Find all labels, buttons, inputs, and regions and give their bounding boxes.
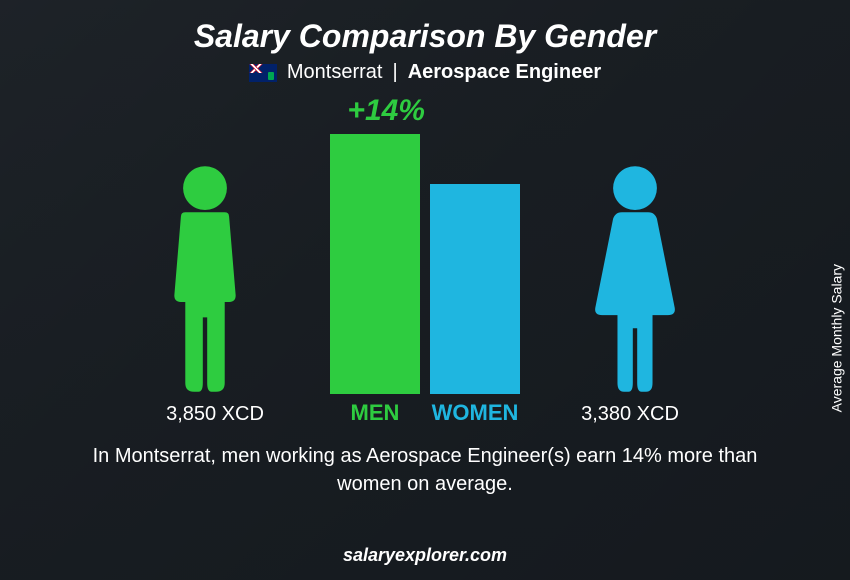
men-bar-label: MEN bbox=[330, 400, 420, 426]
delta-label: +14% bbox=[347, 94, 425, 128]
chart-area: +14% MEN WOMEN 3,850 XCD 3,380 XCD Avera… bbox=[0, 94, 850, 434]
separator: | bbox=[392, 61, 397, 84]
women-bar-label: WOMEN bbox=[430, 400, 520, 426]
summary-text: In Montserrat, men working as Aerospace … bbox=[0, 442, 850, 498]
location-label: Montserrat bbox=[287, 61, 383, 84]
male-icon bbox=[150, 164, 260, 394]
women-bar bbox=[430, 184, 520, 394]
men-bar bbox=[330, 134, 420, 394]
female-icon bbox=[580, 164, 690, 394]
men-salary: 3,850 XCD bbox=[150, 403, 280, 426]
y-axis-label: Average Monthly Salary bbox=[828, 264, 844, 412]
subtitle-row: Montserrat | Aerospace Engineer bbox=[0, 61, 850, 84]
occupation-label: Aerospace Engineer bbox=[408, 61, 601, 84]
page-title: Salary Comparison By Gender bbox=[0, 0, 850, 55]
women-salary: 3,380 XCD bbox=[565, 403, 695, 426]
flag-icon bbox=[249, 64, 277, 82]
footer-credit: salaryexplorer.com bbox=[0, 545, 850, 566]
infographic-container: Salary Comparison By Gender Montserrat |… bbox=[0, 0, 850, 580]
